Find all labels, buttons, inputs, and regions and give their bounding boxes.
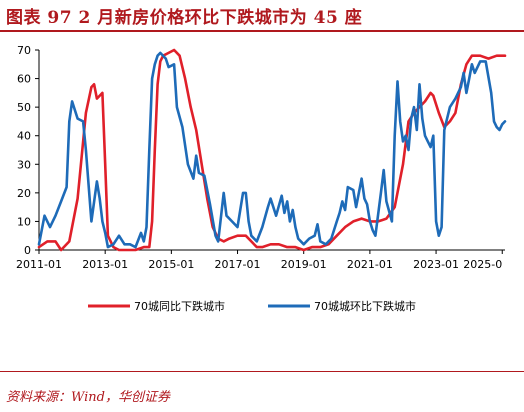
x-tick-label: 2015-01 [148,258,194,271]
x-axis-ticks: 2011-01 2013-01 2015-01 2017-01 2019-01 2021-… [16,250,503,271]
series-layer [37,48,507,252]
x-tick-label: 2019-01 [281,258,327,271]
y-tick-label: 20 [17,187,31,200]
source-note: 资料来源：Wind，华创证券 [6,390,170,405]
y-tick-label: 60 [17,73,31,86]
series-line-yoy [37,48,507,252]
y-tick-label: 30 [17,158,31,171]
y-tick-label: 10 [17,215,31,228]
source-divider [0,371,524,372]
series-line-mom [37,51,507,249]
x-tick-label: 2011-01 [16,258,62,271]
legend-label-mom: 70城城环比下跌城市 [314,299,416,313]
y-tick-label: 70 [17,44,31,57]
y-tick-label: 0 [24,244,31,257]
chart-title: 图表 97 2 月新房价格环比下跌城市为 45 座 [6,8,363,28]
x-tick-label: 2013-01 [82,258,128,271]
legend: 70城同比下跌城市 70城城环比下跌城市 [88,299,416,313]
x-tick-label: 2025-0 [463,258,502,271]
legend-label-yoy: 70城同比下跌城市 [134,299,225,313]
y-tick-label: 50 [17,101,31,114]
y-axis-ticks: 0 10 20 30 40 50 60 70 [17,44,39,257]
y-tick-label: 40 [17,130,31,143]
x-tick-label: 2021-01 [347,258,393,271]
x-tick-label: 2017-01 [215,258,261,271]
title-divider [0,30,524,32]
x-tick-label: 2023-01 [413,258,459,271]
